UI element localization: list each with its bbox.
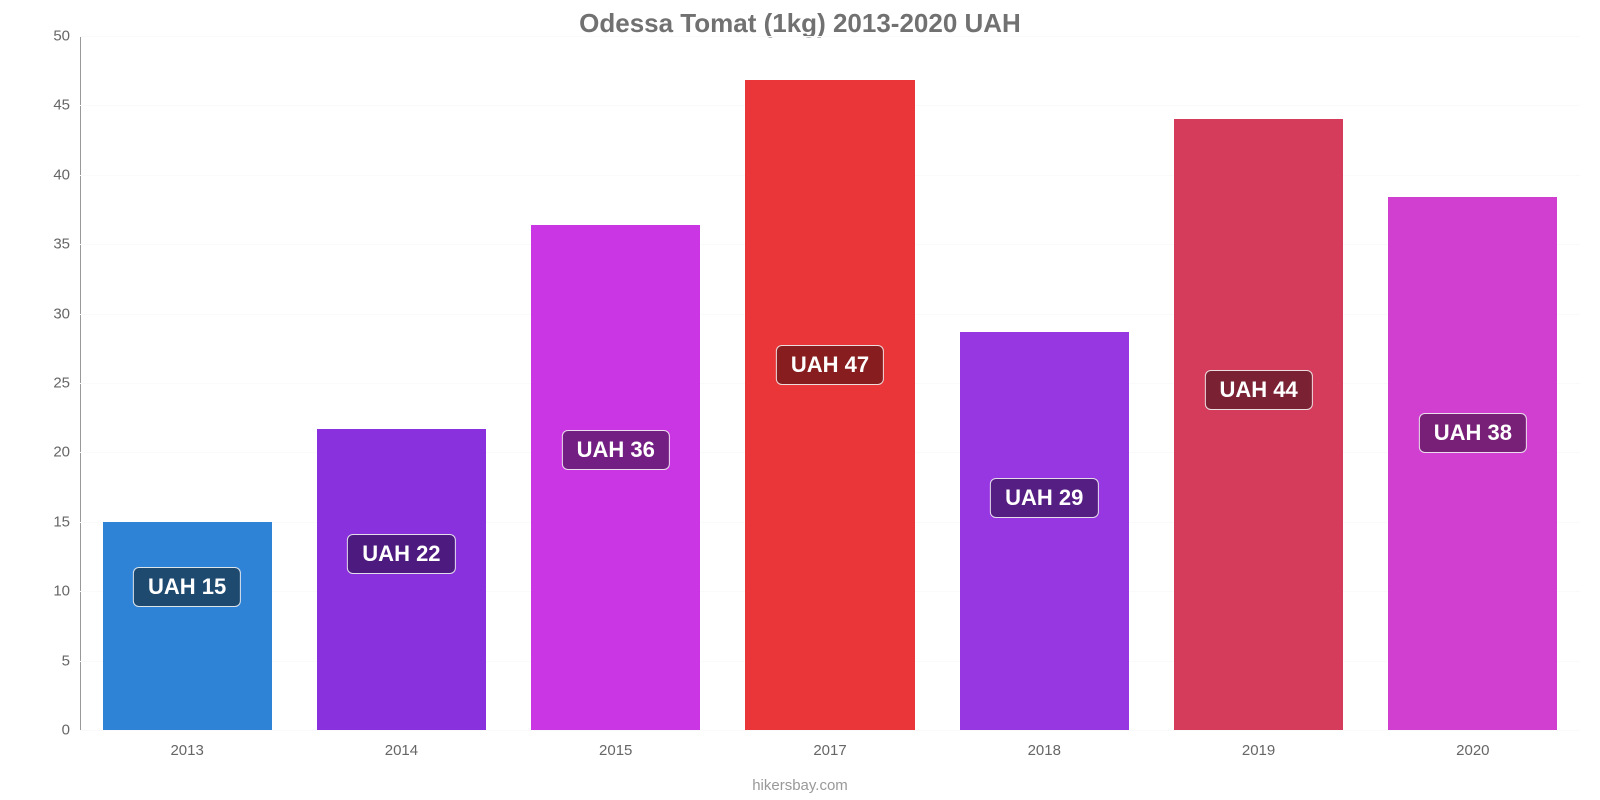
- x-tick-label: 2017: [813, 742, 846, 759]
- value-badge: UAH 47: [776, 345, 884, 385]
- value-badge: UAH 36: [562, 430, 670, 470]
- x-tick-label: 2020: [1456, 742, 1489, 759]
- bar: [531, 225, 700, 730]
- y-tick-label: 40: [0, 166, 70, 183]
- grid-line: [80, 36, 1580, 37]
- value-badge: UAH 22: [347, 534, 455, 574]
- y-tick-label: 45: [0, 97, 70, 114]
- value-badge: UAH 44: [1204, 370, 1312, 410]
- y-tick-label: 35: [0, 236, 70, 253]
- value-badge: UAH 29: [990, 478, 1098, 518]
- bar: [1388, 197, 1557, 730]
- y-tick-label: 10: [0, 583, 70, 600]
- chart-title: Odessa Tomat (1kg) 2013-2020 UAH: [0, 8, 1600, 39]
- y-tick-label: 0: [0, 722, 70, 739]
- bar-chart: Odessa Tomat (1kg) 2013-2020 UAH 0510152…: [0, 0, 1600, 800]
- y-tick-label: 25: [0, 375, 70, 392]
- bar: [745, 80, 914, 730]
- y-tick-label: 5: [0, 652, 70, 669]
- y-tick-label: 50: [0, 28, 70, 45]
- x-tick-label: 2019: [1242, 742, 1275, 759]
- bar: [317, 429, 486, 730]
- credit-text: hikersbay.com: [0, 777, 1600, 794]
- y-tick-label: 15: [0, 513, 70, 530]
- bar: [960, 332, 1129, 730]
- bar: [1174, 119, 1343, 730]
- grid-line: [80, 730, 1580, 731]
- x-tick-label: 2015: [599, 742, 632, 759]
- y-tick-label: 30: [0, 305, 70, 322]
- x-tick-label: 2013: [170, 742, 203, 759]
- value-badge: UAH 15: [133, 567, 241, 607]
- x-tick-label: 2018: [1028, 742, 1061, 759]
- x-tick-label: 2014: [385, 742, 418, 759]
- y-tick-label: 20: [0, 444, 70, 461]
- value-badge: UAH 38: [1419, 413, 1527, 453]
- plot-area: 051015202530354045502013UAH 152014UAH 22…: [80, 36, 1580, 730]
- bar: [103, 522, 272, 730]
